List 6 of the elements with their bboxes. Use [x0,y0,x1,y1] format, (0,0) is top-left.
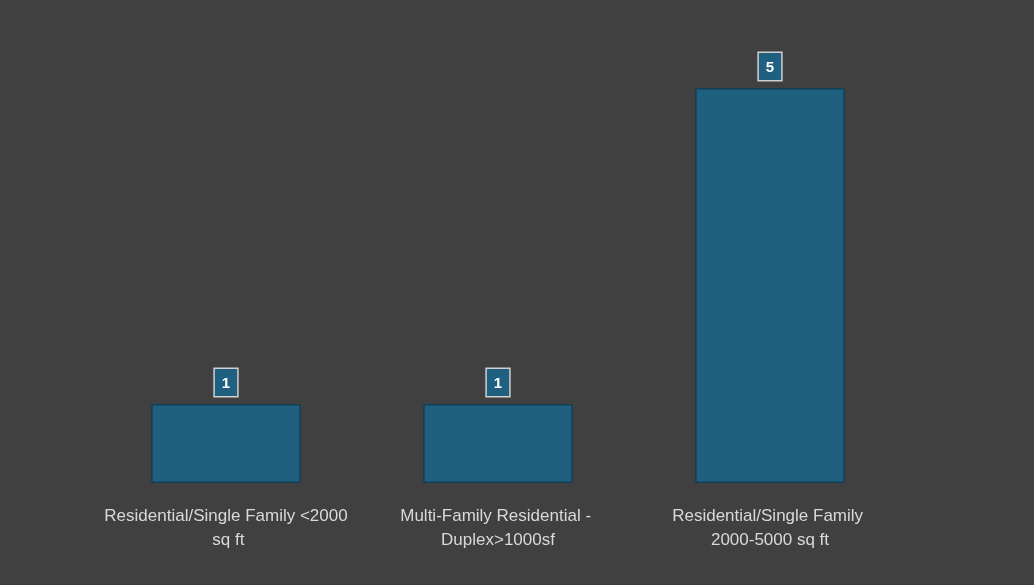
data-label: 5 [765,58,775,75]
x-tick-label: Residential/Single Family 2000-5000 sq ft [672,505,868,549]
data-label: 1 [221,374,231,391]
data-label: 1 [493,374,503,391]
x-tick-label: Multi-Family Residential - Duplex>1000sf [400,505,596,549]
x-tick-label: Residential/Single Family <2000 sq ft [104,505,348,549]
